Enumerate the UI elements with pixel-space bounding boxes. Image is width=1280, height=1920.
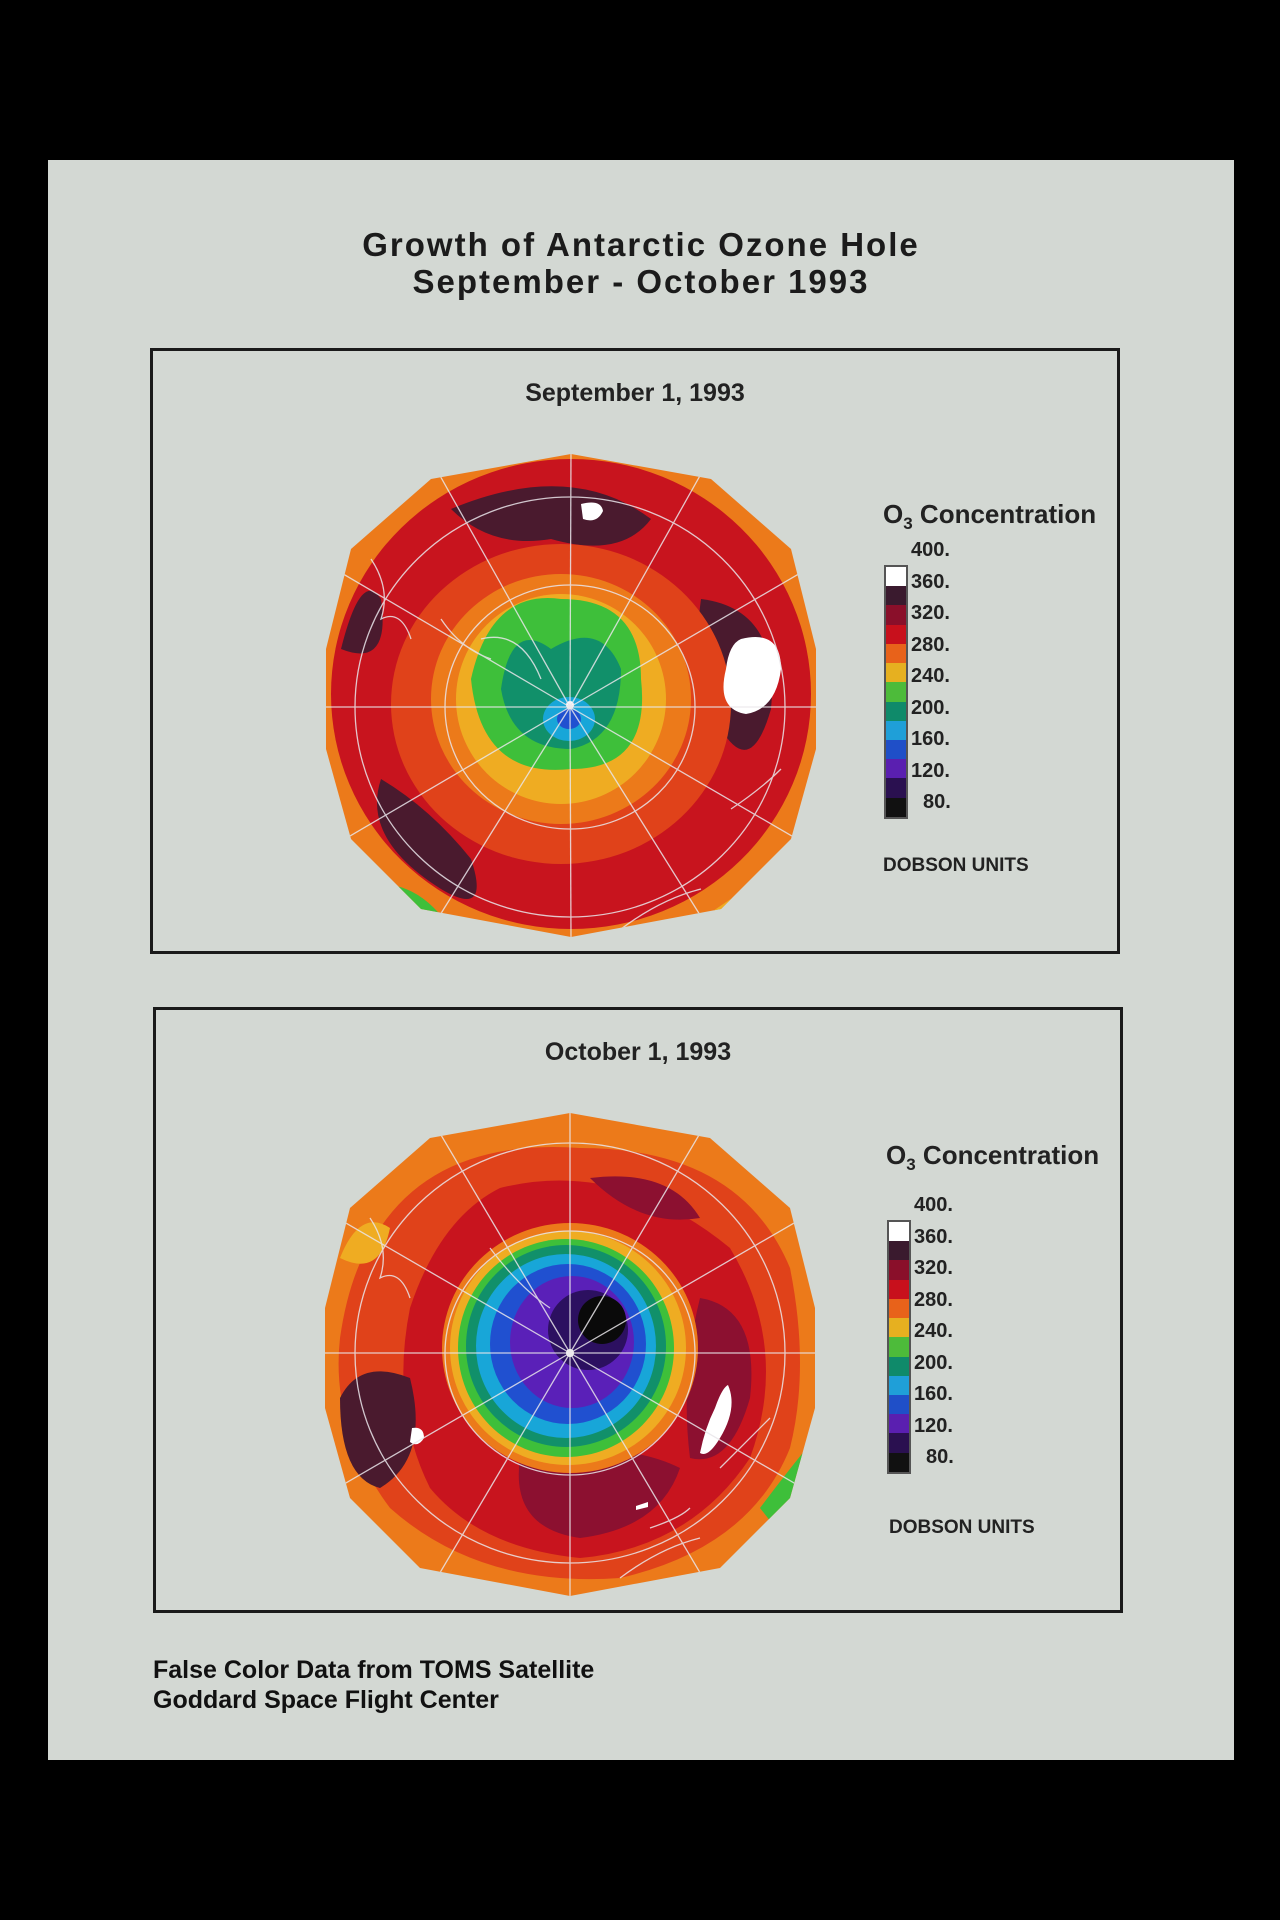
color-scale-tick: 360. <box>911 570 950 593</box>
color-scale-tick: 240. <box>914 1320 953 1342</box>
color-scale-tick: 280. <box>914 1288 953 1311</box>
units-label: DOBSON UNITS <box>889 1517 1035 1538</box>
color-scale-segment <box>886 759 906 779</box>
color-scale-tick: 320. <box>914 1257 953 1279</box>
panel-date: September 1, 1993 <box>525 379 745 407</box>
color-scale-tick: 400. <box>914 1194 953 1216</box>
color-scale-segment <box>886 586 906 606</box>
color-scale-tick: 240. <box>911 665 950 687</box>
color-scale-tick: 80. <box>923 791 951 813</box>
poster-title-line2: September - October 1993 <box>412 263 870 300</box>
legend-title: O3 Concentration <box>886 1140 1100 1175</box>
color-scale-segment <box>889 1452 909 1472</box>
credit-line2: Goddard Space Flight Center <box>153 1686 499 1714</box>
color-scale-tick: 120. <box>914 1414 953 1437</box>
color-scale-segment <box>886 663 906 683</box>
color-scale-segment <box>889 1375 909 1395</box>
legend-title: O3 Concentration <box>883 499 1097 534</box>
ozone-map-october <box>325 1113 815 1596</box>
color-scale-tick: 320. <box>911 602 950 624</box>
color-scale-tick: 360. <box>914 1225 953 1248</box>
color-scale-segment <box>889 1337 909 1357</box>
color-scale-segment <box>889 1260 909 1280</box>
color-scale-segment <box>886 720 906 740</box>
color-scale-tick: 160. <box>911 728 950 750</box>
color-scale-segment <box>886 567 906 587</box>
color-scale-tick: 400. <box>911 539 950 561</box>
color-scale-segment <box>886 739 906 760</box>
panel-october: October 1, 1993 <box>153 1007 1123 1613</box>
color-scale-segment <box>889 1414 909 1434</box>
color-scale-segment <box>889 1222 909 1242</box>
color-scale-tick: 120. <box>911 759 950 782</box>
ozone-map-september <box>326 454 816 937</box>
color-scale-segment <box>889 1241 909 1261</box>
color-scale-tick: 160. <box>914 1383 953 1405</box>
color-scale-segment <box>886 605 906 625</box>
units-label: DOBSON UNITS <box>883 855 1029 876</box>
poster-sheet: Growth of Antarctic Ozone Hole September… <box>48 160 1234 1760</box>
color-scale-tick: 200. <box>914 1351 953 1374</box>
color-scale-segment <box>886 643 906 664</box>
panel-date: October 1, 1993 <box>544 1038 732 1066</box>
color-scale-tick: 80. <box>926 1446 954 1468</box>
color-scale-bar <box>887 1220 911 1474</box>
color-scale-segment <box>889 1356 909 1376</box>
color-scale-segment <box>886 624 906 644</box>
color-scale-tick: 280. <box>911 633 950 656</box>
panel-september: September 1, 1993 <box>150 348 1120 954</box>
color-scale-segment <box>886 682 906 702</box>
color-scale-segment <box>889 1279 909 1299</box>
color-scale-segment <box>886 797 906 817</box>
credit-line1: False Color Data from TOMS Satellite <box>153 1656 595 1684</box>
poster-title-line1: Growth of Antarctic Ozone Hole <box>362 226 920 263</box>
color-scale-segment <box>889 1318 909 1338</box>
color-scale-segment <box>889 1433 909 1453</box>
color-scale-segment <box>886 701 906 721</box>
color-scale-segment <box>886 778 906 798</box>
color-scale-bar <box>884 565 908 819</box>
color-scale-segment <box>889 1394 909 1415</box>
color-scale-segment <box>889 1298 909 1319</box>
color-scale-tick: 200. <box>911 696 950 719</box>
